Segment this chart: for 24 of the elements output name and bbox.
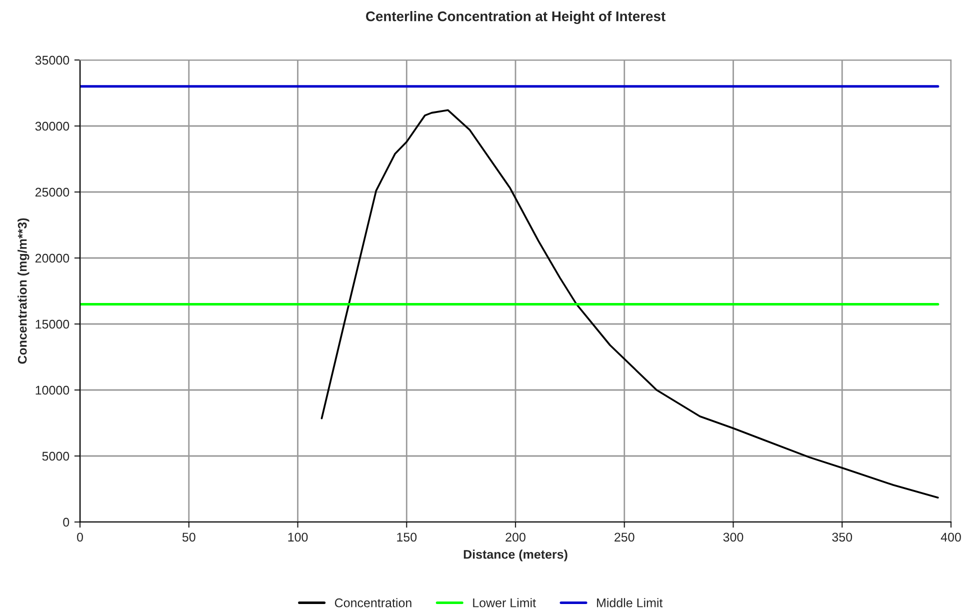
x-tick-label: 0	[77, 532, 83, 542]
x-tick-label: 300	[723, 532, 744, 542]
x-tick-label: 350	[832, 532, 852, 542]
y-tick-label: 10000	[36, 386, 70, 395]
x-tick-label: 150	[397, 532, 417, 542]
chart-title: Centerline Concentration at Height of Interest	[366, 11, 666, 24]
y-tick-label: 20000	[35, 254, 70, 263]
legend-label: Concentration	[334, 598, 412, 608]
y-tick-label: 35000	[35, 56, 70, 65]
y-tick-label: 25000	[35, 188, 70, 197]
x-tick-label: 200	[506, 532, 526, 542]
line-series	[320, 109, 939, 498]
x-axis-title: Distance (meters)	[464, 550, 568, 562]
y-axis-title: Concentration (mg/m**3)	[18, 218, 30, 364]
legend-label: Middle Limit	[597, 598, 663, 608]
x-tick-label: 400	[940, 532, 961, 542]
x-tick-label: 250	[614, 532, 634, 542]
y-tick-label: 0	[63, 518, 70, 527]
y-tick-label: 15000	[36, 320, 70, 329]
x-tick-label: 50	[182, 532, 196, 542]
x-tick-label: 100	[288, 532, 308, 542]
legend-label: Lower Limit	[473, 598, 536, 608]
y-tick-label: 5000	[42, 452, 70, 461]
y-tick-label: 30000	[35, 122, 70, 131]
